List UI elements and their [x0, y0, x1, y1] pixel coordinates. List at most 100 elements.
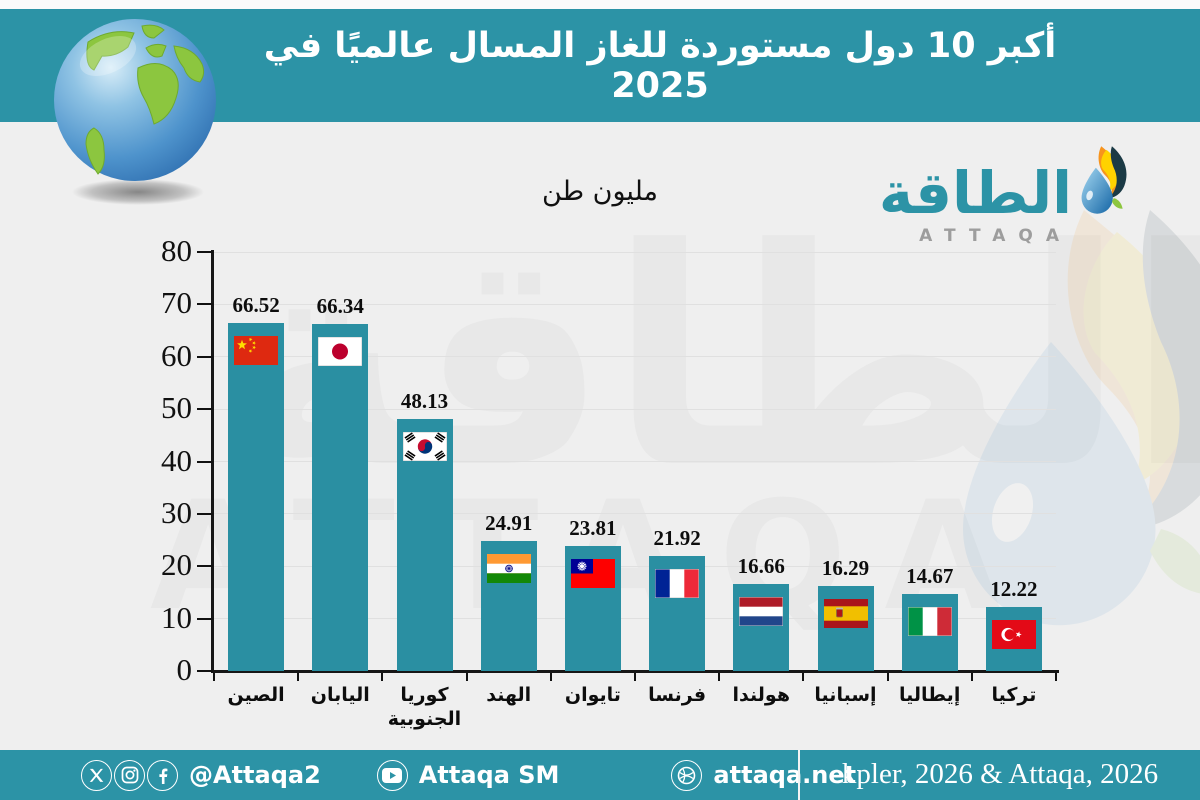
value-label-turkey: 12.22	[990, 576, 1038, 601]
bar-france	[649, 556, 706, 671]
youtube-handle[interactable]: Attaqa SM	[418, 761, 560, 789]
flag-netherlands-icon	[739, 596, 784, 626]
source-text: kpler, 2026 & Attaqa, 2026	[841, 758, 1159, 790]
value-label-japan: 66.34	[316, 293, 364, 318]
x-twitter-icon[interactable]	[81, 759, 112, 791]
y-axis-tick	[197, 617, 213, 620]
footer-band: @Attaqa2 Attaqa SM attaqa.net kpler, 202…	[0, 750, 1200, 800]
flag-spain-icon	[823, 598, 868, 628]
footer-social-group: @Attaqa2 Attaqa SM attaqa.net	[0, 750, 856, 800]
grid-line	[214, 513, 1056, 515]
y-axis-tick	[197, 251, 213, 253]
x-axis-tick	[213, 673, 215, 681]
value-label-india: 24.91	[485, 510, 533, 535]
attaqa-flame-droplet-icon	[1078, 146, 1128, 222]
category-label-india: الهند	[486, 684, 532, 706]
globe-icon	[50, 10, 220, 212]
y-tick-label: 60	[161, 337, 192, 373]
value-label-france: 21.92	[653, 526, 701, 551]
bar-spain	[817, 585, 874, 671]
attaqa-logo: الطاقة ATTAQA	[879, 146, 1128, 246]
website-url[interactable]: attaqa.net	[713, 761, 857, 789]
y-tick-label: 0	[176, 652, 193, 687]
flag-south-korea-icon	[402, 431, 447, 461]
y-axis-tick	[197, 670, 213, 672]
flag-taiwan-icon	[570, 559, 615, 589]
top-strip	[0, 0, 1200, 9]
value-label-netherlands: 16.66	[737, 553, 785, 578]
y-axis-tick	[197, 512, 213, 515]
y-axis-tick	[197, 460, 213, 463]
y-tick-label: 50	[161, 390, 192, 426]
x-axis-tick	[634, 673, 636, 681]
y-axis-tick	[197, 355, 213, 358]
y-tick-label: 10	[161, 599, 192, 635]
grid-line	[214, 565, 1056, 567]
website-globe-icon[interactable]	[671, 759, 703, 791]
category-label-turkey: تركيا	[991, 684, 1037, 706]
grid-line	[214, 303, 1056, 305]
category-label-south-korea: كوريا الجنوبية	[387, 684, 462, 730]
y-tick-label: 70	[161, 285, 192, 321]
category-label-france: فرنسا	[648, 684, 707, 706]
x-axis-line	[211, 670, 1059, 673]
bar-taiwan	[564, 546, 621, 671]
flag-turkey-icon	[991, 619, 1036, 649]
y-tick-label: 40	[161, 442, 192, 478]
y-tick-label: 80	[161, 233, 192, 268]
category-label-netherlands: هولندا	[732, 684, 791, 706]
bar-turkey	[985, 606, 1042, 671]
x-axis-tick	[802, 673, 805, 681]
flag-china-icon	[234, 335, 279, 365]
bar-south-korea	[396, 418, 453, 671]
x-axis-tick	[1055, 673, 1057, 681]
category-label-china: الصين	[227, 684, 285, 706]
grid-line	[214, 618, 1056, 620]
x-axis-tick	[465, 673, 468, 681]
x-axis-tick	[549, 673, 552, 681]
x-axis-tick	[886, 673, 889, 681]
bar-india	[480, 540, 537, 671]
unit-label: مليون طن	[542, 176, 658, 207]
x-axis-tick	[970, 673, 973, 681]
y-axis-tick	[197, 408, 213, 411]
y-tick-label: 30	[161, 494, 192, 530]
flag-japan-icon	[318, 336, 363, 366]
instagram-icon[interactable]	[114, 759, 145, 791]
value-label-taiwan: 23.81	[569, 516, 617, 541]
flag-italy-icon	[907, 607, 952, 637]
value-label-italy: 14.67	[906, 564, 954, 589]
bar-netherlands	[733, 583, 790, 671]
facebook-icon[interactable]	[147, 759, 178, 791]
x-axis-tick	[297, 673, 300, 681]
y-axis-tick	[197, 565, 213, 568]
social-handle[interactable]: @Attaqa2	[189, 761, 321, 789]
grid-line	[214, 408, 1056, 410]
grid-line	[214, 461, 1056, 462]
category-label-spain: إسبانيا	[814, 684, 877, 706]
value-label-china: 66.52	[232, 292, 280, 317]
page-title: أكبر 10 دول مستوردة للغاز المسال عالميًا…	[263, 25, 1057, 106]
footer-divider	[798, 750, 800, 800]
category-label-italy: إيطاليا	[899, 684, 961, 706]
x-axis-tick	[718, 673, 721, 681]
grid-line	[214, 356, 1056, 358]
category-label-japan: اليابان	[310, 684, 370, 706]
y-axis-tick	[197, 303, 213, 306]
category-label-taiwan: تايوان	[564, 684, 621, 706]
grid-line	[214, 251, 1056, 253]
youtube-icon[interactable]	[376, 759, 408, 791]
flag-india-icon	[486, 553, 531, 583]
x-axis-tick	[381, 673, 384, 681]
attaqa-logo-english: ATTAQA	[919, 226, 1072, 246]
bar-japan	[312, 323, 369, 671]
flag-france-icon	[655, 569, 700, 599]
value-label-spain: 16.29	[821, 555, 870, 580]
bar-italy	[901, 594, 958, 671]
value-label-south-korea: 48.13	[400, 388, 449, 413]
y-tick-label: 20	[161, 547, 192, 583]
bar-china	[228, 322, 285, 671]
attaqa-logo-arabic: الطاقة	[878, 159, 1072, 227]
